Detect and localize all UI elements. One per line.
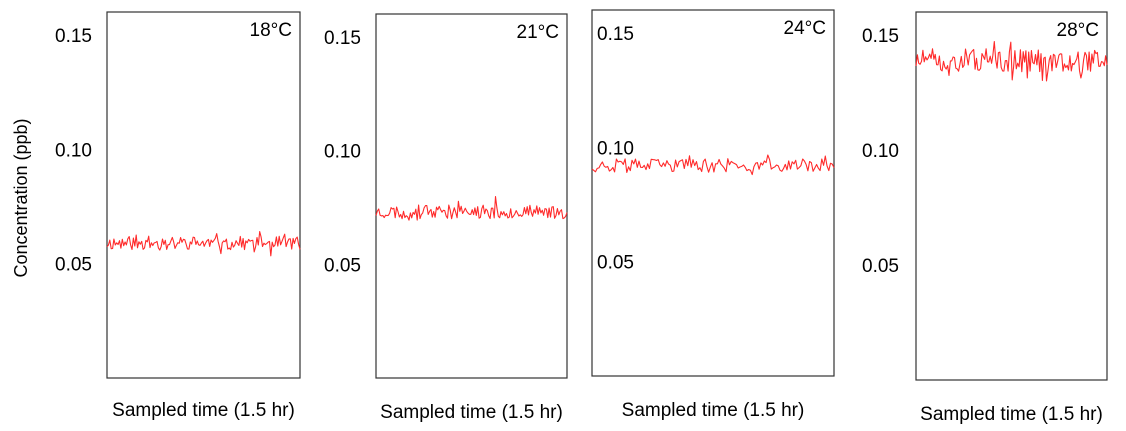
series-line [915, 40, 1108, 82]
series-line [375, 196, 568, 221]
panel-2: 0.05 0.10 0.15 21°C Sampled time (1.5 hr) [324, 13, 568, 423]
plot-frame [106, 11, 301, 379]
panel-1: 0.05 0.10 0.15 18°C Sampled time (1.5 hr) [55, 11, 301, 421]
y-tick-label: 0.15 [324, 28, 361, 49]
x-axis-label: Sampled time (1.5 hr) [380, 402, 563, 423]
y-tick-label: 0.05 [324, 255, 361, 276]
y-tick-label: 0.05 [597, 253, 634, 274]
y-tick-label: 0.15 [55, 26, 92, 47]
y-tick-label: 0.15 [862, 26, 899, 47]
x-axis-label: Sampled time (1.5 hr) [112, 400, 295, 421]
y-axis-label: Concentration (ppb) [11, 118, 31, 277]
plot-frame [915, 11, 1108, 381]
panel-3: 0.05 0.10 0.15 24°C Sampled time (1.5 hr) [591, 9, 835, 421]
y-tick-label: 0.05 [55, 255, 92, 276]
x-axis-label: Sampled time (1.5 hr) [622, 400, 805, 421]
panel-title: 18°C [250, 20, 292, 41]
series-line [106, 231, 301, 257]
panel-4: 0.05 0.10 0.15 28°C Sampled time (1.5 hr) [862, 11, 1108, 425]
y-tick-label: 0.10 [324, 142, 361, 163]
plot-frame [375, 13, 568, 379]
panel-title: 24°C [784, 18, 826, 39]
plot-frame [591, 9, 835, 377]
panel-title: 21°C [517, 22, 559, 43]
x-axis-label: Sampled time (1.5 hr) [920, 404, 1103, 425]
y-tick-label: 0.05 [862, 256, 899, 277]
series-line [591, 154, 835, 176]
panel-title: 28°C [1057, 20, 1099, 41]
y-tick-label: 0.10 [55, 140, 92, 161]
y-tick-label: 0.10 [597, 138, 634, 159]
y-tick-label: 0.10 [862, 141, 899, 162]
y-tick-label: 0.15 [597, 24, 634, 45]
